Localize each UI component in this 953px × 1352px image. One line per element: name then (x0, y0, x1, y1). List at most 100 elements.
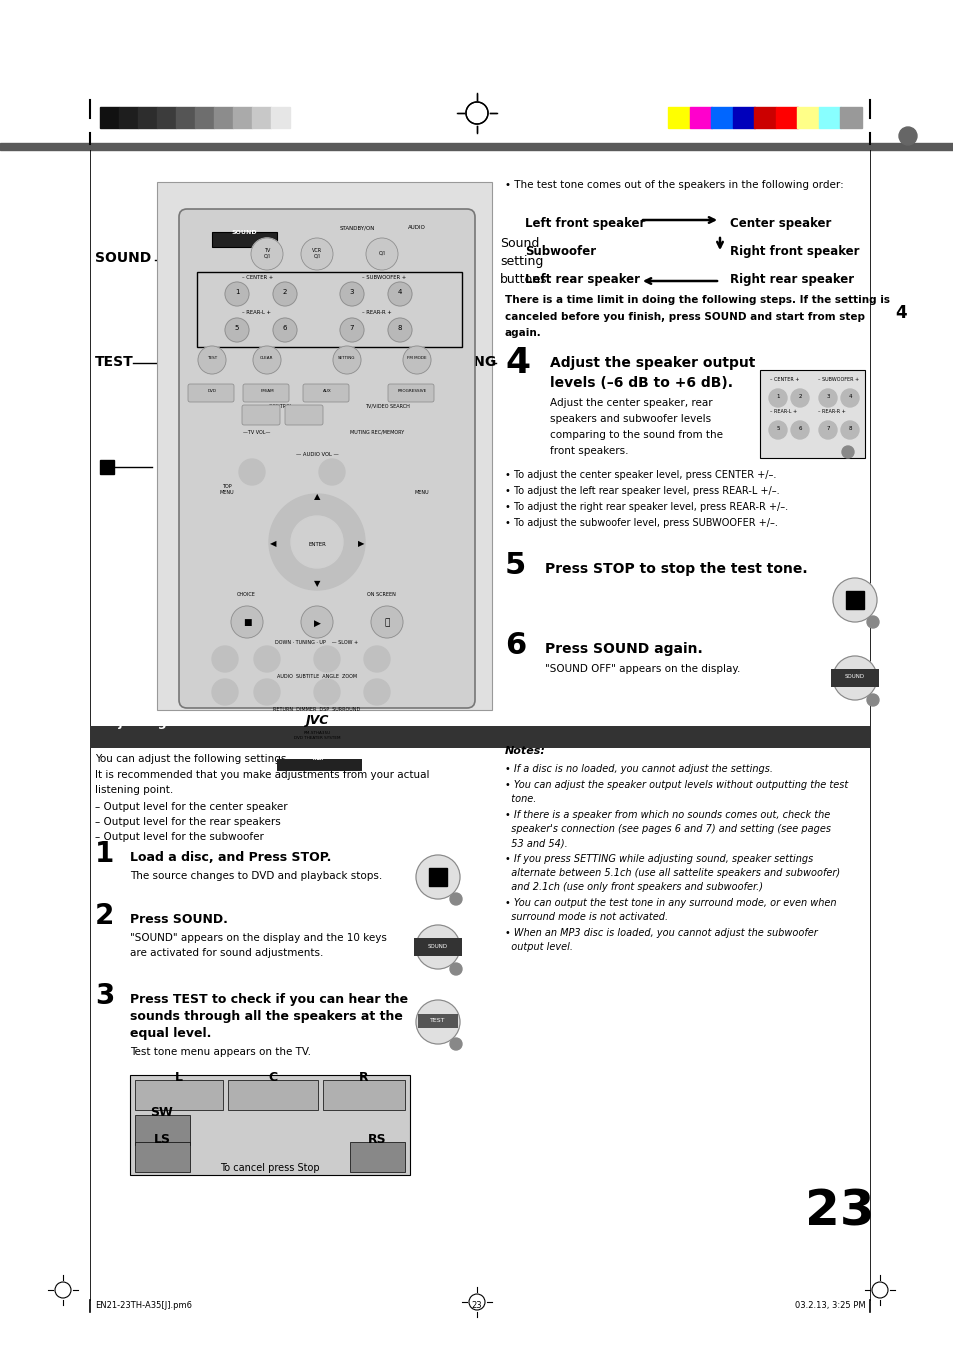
FancyBboxPatch shape (188, 384, 233, 402)
Text: SOUND: SOUND (844, 675, 864, 680)
Text: 1: 1 (776, 393, 779, 399)
Circle shape (318, 458, 345, 485)
Text: – Output level for the rear speakers: – Output level for the rear speakers (95, 817, 280, 827)
Bar (818, 107, 840, 128)
Circle shape (832, 656, 876, 700)
Text: Adjust the center speaker, rear: Adjust the center speaker, rear (550, 397, 712, 408)
Circle shape (273, 318, 296, 342)
Text: 2: 2 (282, 289, 287, 295)
Text: Left front speaker: Left front speaker (524, 218, 644, 230)
Text: AUDIO  SUBTITLE  ANGLE  ZOOM: AUDIO SUBTITLE ANGLE ZOOM (276, 675, 356, 679)
Circle shape (841, 420, 858, 439)
Text: 6: 6 (282, 324, 287, 331)
Text: C: C (268, 1071, 277, 1084)
Text: Right front speaker: Right front speaker (729, 245, 859, 258)
Text: SOUND: SOUND (428, 944, 448, 949)
Circle shape (231, 606, 263, 638)
Text: 03.2.13, 3:25 PM: 03.2.13, 3:25 PM (795, 1301, 865, 1310)
Text: SETTING: SETTING (338, 356, 355, 360)
Text: 5: 5 (504, 552, 526, 580)
Text: 4: 4 (847, 393, 851, 399)
Text: 7: 7 (350, 324, 354, 331)
Circle shape (239, 458, 265, 485)
Text: Test tone menu appears on the TV.: Test tone menu appears on the TV. (130, 1046, 311, 1057)
Text: —TV VOL—: —TV VOL— (243, 430, 271, 435)
Text: JVC: JVC (305, 714, 329, 727)
Text: —CONTROL—: —CONTROL— (265, 404, 298, 410)
Circle shape (339, 283, 364, 306)
Text: — AUDIO VOL —: — AUDIO VOL — (295, 452, 338, 457)
Text: – Output level for the subwoofer: – Output level for the subwoofer (95, 831, 264, 842)
Text: • To adjust the subwoofer level, press SUBWOOFER +/–.: • To adjust the subwoofer level, press S… (504, 518, 777, 529)
Text: 4: 4 (504, 346, 530, 380)
Text: – Output level for the center speaker: – Output level for the center speaker (95, 802, 287, 813)
Circle shape (790, 389, 808, 407)
Circle shape (198, 346, 226, 375)
Text: 6: 6 (504, 631, 526, 660)
Text: TEST: TEST (207, 356, 217, 360)
Bar (135, 1142, 190, 1172)
Bar (100, 460, 113, 475)
Text: ◀: ◀ (270, 539, 276, 549)
Text: SETTING: SETTING (428, 356, 496, 369)
Circle shape (450, 963, 461, 975)
Bar (797, 107, 819, 128)
Circle shape (866, 617, 878, 627)
Circle shape (253, 646, 280, 672)
Bar (754, 107, 776, 128)
Circle shape (416, 854, 459, 899)
Text: Center speaker: Center speaker (729, 218, 830, 230)
Text: – CENTER +: – CENTER + (242, 274, 273, 280)
Text: "SOUND OFF" appears on the display.: "SOUND OFF" appears on the display. (544, 664, 740, 675)
Circle shape (768, 389, 786, 407)
Text: 23: 23 (471, 1301, 482, 1310)
Bar (840, 107, 862, 128)
Text: 1: 1 (95, 840, 114, 868)
Text: 4: 4 (397, 289, 402, 295)
Text: RS: RS (367, 1133, 386, 1146)
FancyBboxPatch shape (285, 406, 323, 425)
Text: output level.: output level. (504, 942, 573, 952)
Text: 23: 23 (804, 1187, 874, 1234)
Text: Notes:: Notes: (504, 746, 545, 756)
Text: Left rear speaker: Left rear speaker (524, 273, 639, 287)
Text: – CENTER +: – CENTER + (769, 377, 799, 383)
Text: AUX: AUX (322, 389, 331, 393)
Bar (212, 233, 276, 247)
Text: The source changes to DVD and playback stops.: The source changes to DVD and playback s… (130, 871, 382, 882)
Circle shape (388, 283, 412, 306)
Text: 2: 2 (95, 902, 114, 930)
Text: TEST: TEST (430, 1018, 445, 1022)
Bar (845, 591, 863, 608)
Text: – REAR-L +: – REAR-L + (242, 310, 271, 315)
Text: listening point.: listening point. (95, 786, 173, 795)
Text: L: L (174, 1071, 183, 1084)
Text: 8: 8 (397, 324, 402, 331)
Text: 3: 3 (350, 289, 354, 295)
Text: MUTING REC/MEMORY: MUTING REC/MEMORY (350, 430, 404, 435)
Circle shape (339, 318, 364, 342)
Bar (135, 1080, 223, 1110)
Bar (323, 1080, 405, 1110)
Text: DVD: DVD (208, 389, 216, 393)
Text: O/I: O/I (378, 250, 385, 256)
Circle shape (768, 420, 786, 439)
Text: 8: 8 (847, 426, 851, 430)
Text: front speakers.: front speakers. (550, 446, 628, 456)
Bar (119, 107, 138, 128)
Text: ▲: ▲ (314, 492, 320, 502)
Text: • If a disc is no loaded, you cannot adjust the settings.: • If a disc is no loaded, you cannot adj… (504, 764, 772, 773)
Bar (100, 107, 119, 128)
Text: Adjusting the Sound: Adjusting the Sound (100, 717, 242, 729)
Text: MENU: MENU (415, 489, 429, 495)
Text: STANDBY/ON: STANDBY/ON (339, 224, 375, 230)
Text: You can adjust the following settings.: You can adjust the following settings. (95, 754, 290, 764)
Bar (276, 758, 361, 771)
Bar (271, 107, 291, 128)
Text: SOUND: SOUND (95, 251, 152, 265)
Text: 2: 2 (798, 393, 801, 399)
Text: ON SCREEN: ON SCREEN (367, 592, 395, 598)
Text: Press TEST to check if you can hear the: Press TEST to check if you can hear the (130, 992, 408, 1006)
Circle shape (366, 238, 397, 270)
Text: Sound: Sound (499, 237, 538, 250)
